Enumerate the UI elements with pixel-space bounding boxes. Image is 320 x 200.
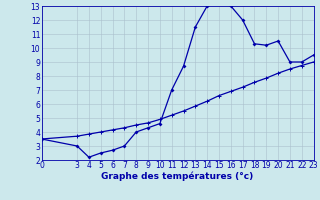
X-axis label: Graphe des températures (°c): Graphe des températures (°c)	[101, 172, 254, 181]
